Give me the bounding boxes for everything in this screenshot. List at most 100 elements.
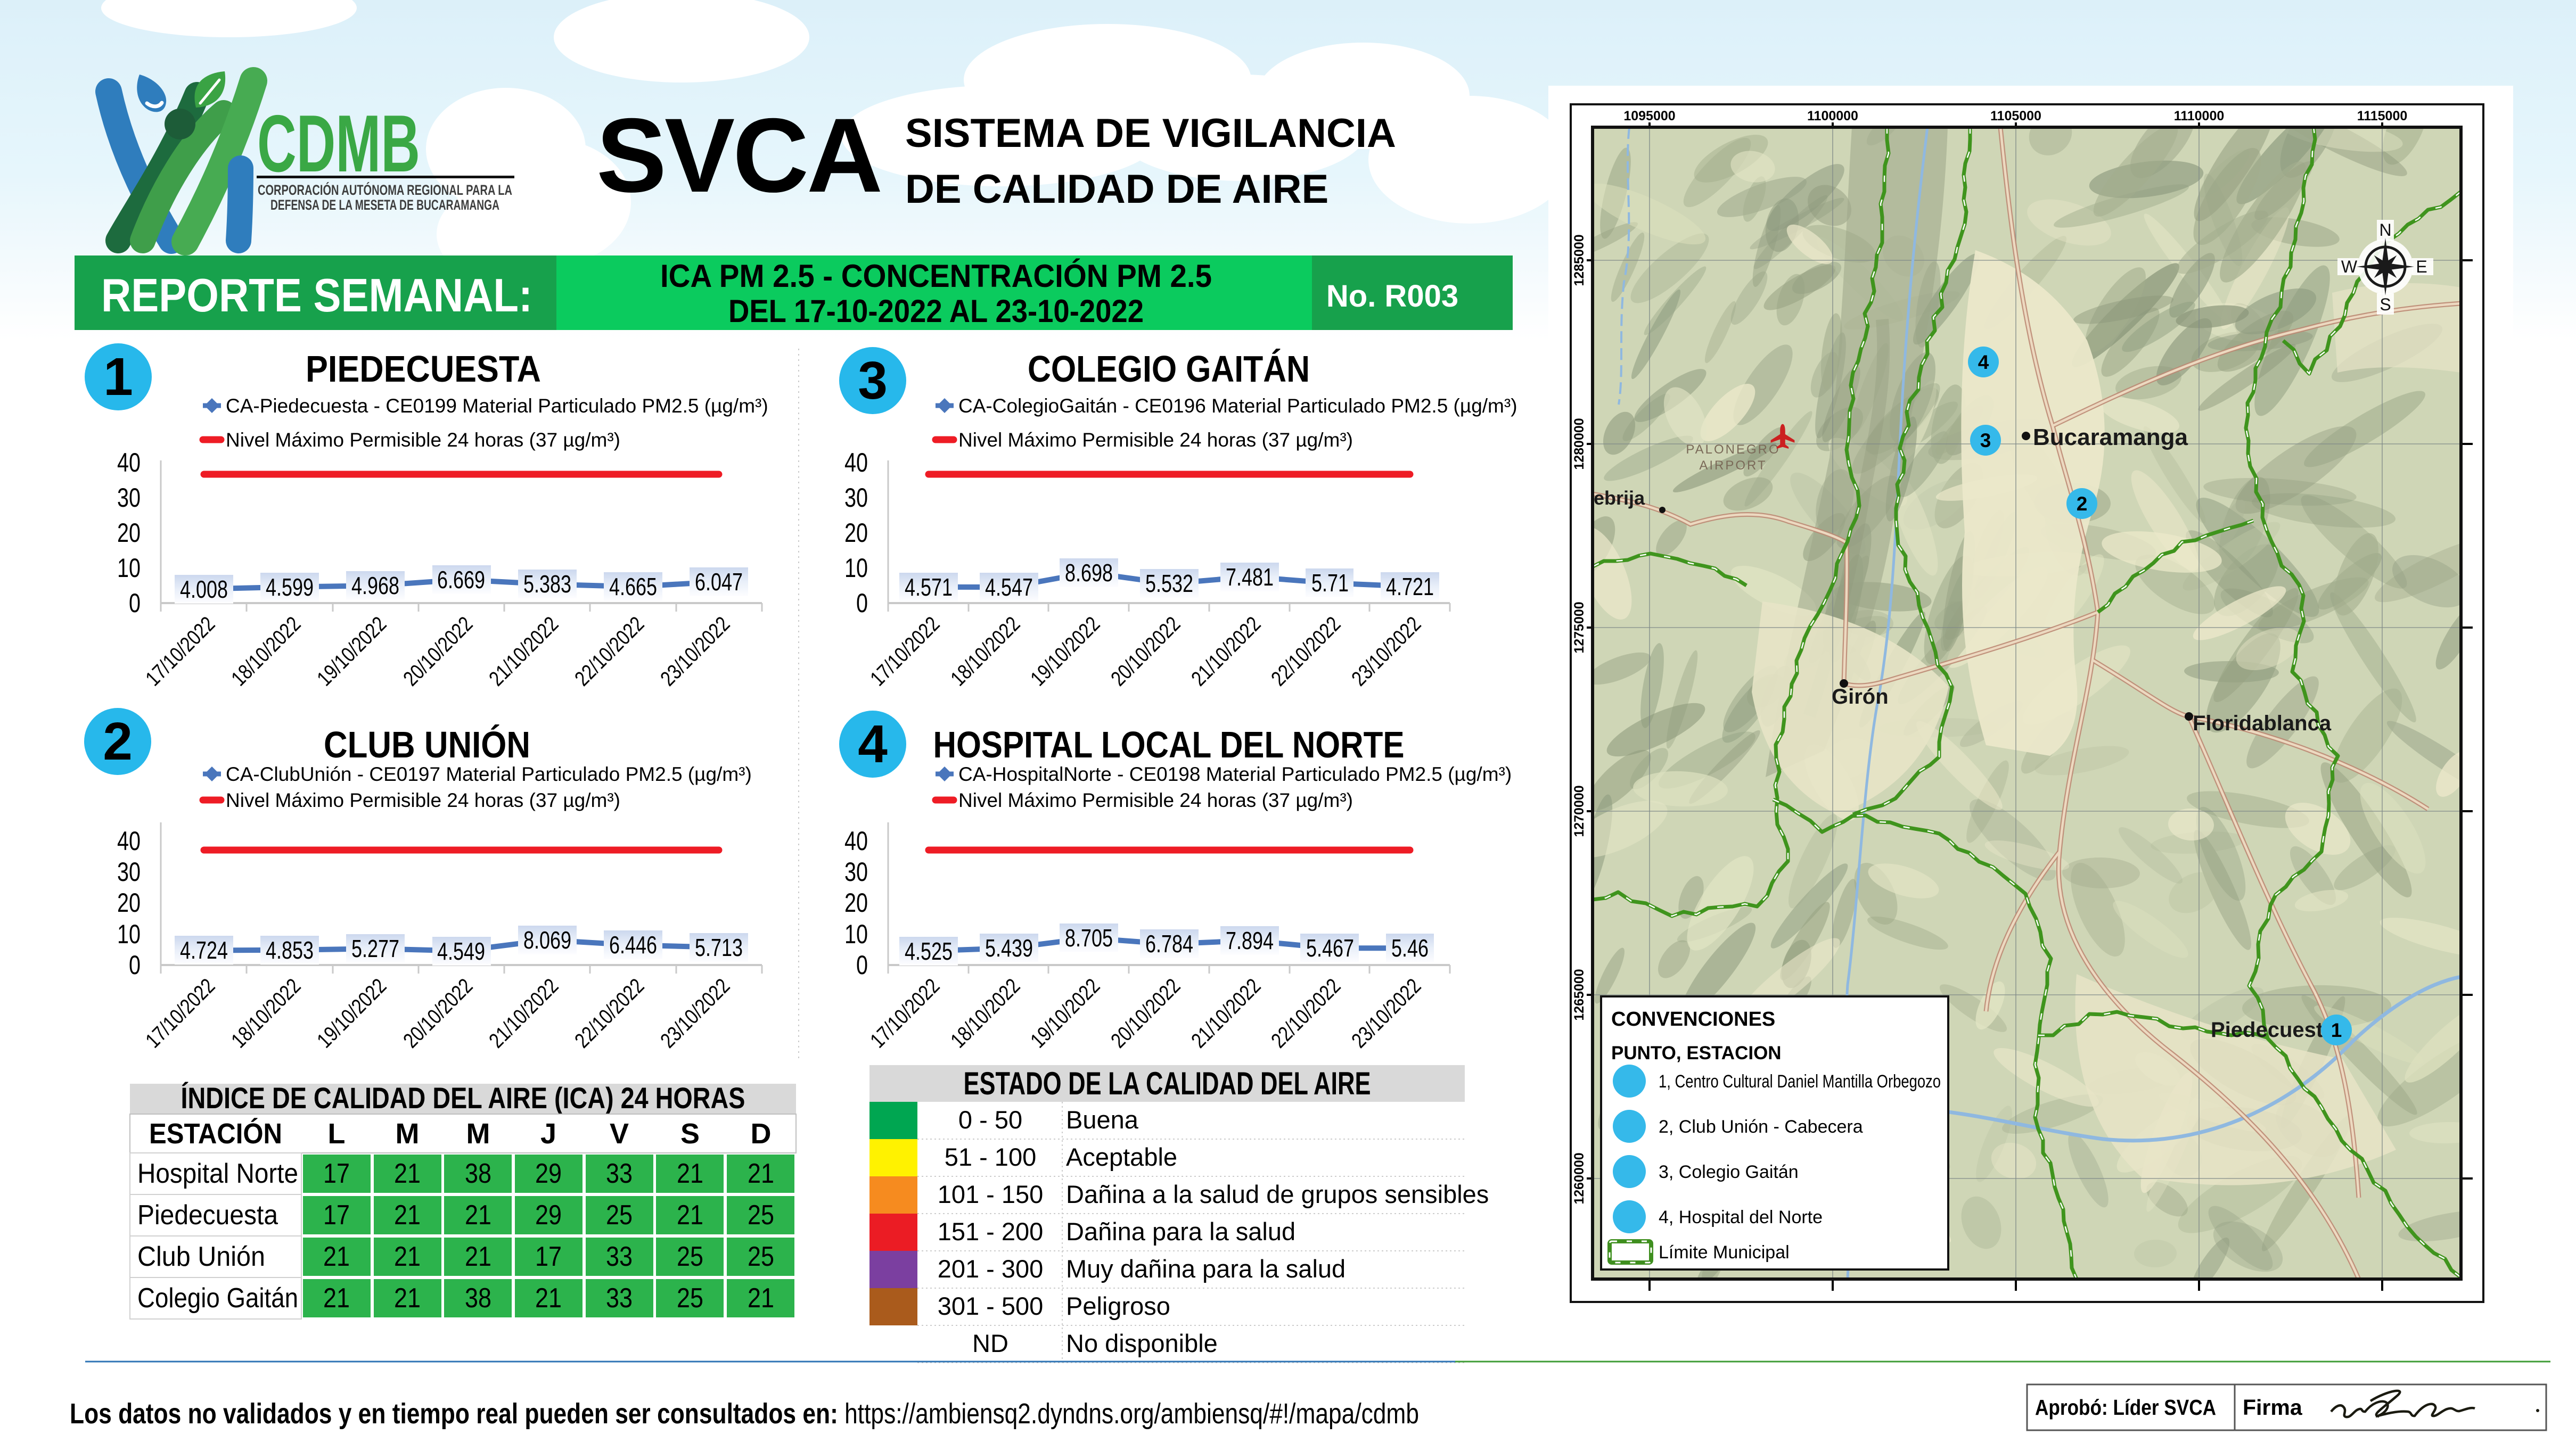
svg-text:40: 40: [844, 826, 868, 856]
svg-text:CDMB: CDMB: [257, 98, 420, 189]
svg-text:Colegio Gaitán: Colegio Gaitán: [137, 1283, 298, 1314]
svg-text:21: 21: [394, 1241, 421, 1272]
svg-text:29: 29: [535, 1158, 562, 1189]
svg-text:Peligroso: Peligroso: [1066, 1292, 1170, 1320]
svg-text:1095000: 1095000: [1623, 109, 1675, 123]
svg-text:3, Colegio Gaitán: 3, Colegio Gaitán: [1659, 1162, 1799, 1182]
svg-text:No disponible: No disponible: [1066, 1329, 1218, 1357]
svg-text:10: 10: [117, 919, 141, 949]
svg-text:6.446: 6.446: [609, 931, 657, 959]
svg-text:CA-ClubUnión - CE0197 Materia: CA-ClubUnión - CE0197 Material Particula…: [226, 763, 752, 785]
svg-text:40: 40: [117, 826, 141, 856]
svg-text:0 - 50: 0 - 50: [958, 1106, 1022, 1134]
svg-text:CLUB UNIÓN: CLUB UNIÓN: [324, 724, 530, 765]
svg-text:4.721: 4.721: [1386, 573, 1434, 600]
svg-text:4: 4: [1978, 351, 1989, 373]
svg-text:25: 25: [677, 1283, 703, 1314]
svg-text:0: 0: [856, 950, 868, 980]
svg-text:5.439: 5.439: [985, 934, 1033, 962]
svg-text:8.698: 8.698: [1065, 559, 1113, 587]
svg-text:V: V: [610, 1118, 629, 1150]
svg-text:S: S: [2380, 295, 2391, 314]
svg-text:4.968: 4.968: [351, 572, 399, 599]
svg-text:ND: ND: [972, 1329, 1008, 1357]
svg-text:No. R003: No. R003: [1326, 279, 1458, 314]
svg-text:Bucaramanga: Bucaramanga: [2033, 424, 2188, 450]
svg-text:CORPORACIÓN AUTÓNOMA REGIONAL: CORPORACIÓN AUTÓNOMA REGIONAL PARA LA: [258, 182, 512, 198]
svg-text:SVCA: SVCA: [596, 96, 881, 214]
svg-text:Nivel Máximo Permisible 24 hor: Nivel Máximo Permisible 24 horas (37 µg/…: [226, 789, 620, 811]
svg-text:HOSPITAL LOCAL DEL NORTE: HOSPITAL LOCAL DEL NORTE: [933, 724, 1405, 765]
svg-text:25: 25: [677, 1241, 703, 1272]
svg-text:20: 20: [117, 888, 141, 918]
svg-text:8.705: 8.705: [1065, 924, 1113, 952]
svg-text:Dañina a la salud de grupos se: Dañina a la salud de grupos sensibles: [1066, 1180, 1489, 1208]
svg-text:1285000: 1285000: [1572, 234, 1587, 286]
svg-text:4.724: 4.724: [180, 936, 228, 964]
svg-text:1260000: 1260000: [1572, 1152, 1587, 1204]
svg-text:7.894: 7.894: [1226, 927, 1274, 954]
svg-text:25: 25: [748, 1241, 774, 1272]
svg-text:3: 3: [858, 351, 888, 410]
svg-text:17: 17: [535, 1241, 562, 1272]
svg-text:ESTADO DE LA CALIDAD DEL AIRE: ESTADO DE LA CALIDAD DEL AIRE: [964, 1066, 1371, 1101]
svg-text:38: 38: [465, 1158, 491, 1189]
svg-text:N: N: [2379, 220, 2391, 240]
svg-text:CA-Piedecuesta - CE0199 Mater: CA-Piedecuesta - CE0199 Material Particu…: [226, 395, 768, 417]
svg-text:25: 25: [748, 1200, 774, 1231]
svg-text:51 - 100: 51 - 100: [945, 1143, 1036, 1171]
svg-text:Dañina para la salud: Dañina para la salud: [1066, 1217, 1295, 1246]
svg-text:40: 40: [844, 448, 868, 477]
svg-text:D: D: [751, 1118, 772, 1150]
svg-text:10: 10: [844, 553, 868, 583]
svg-text:301 - 500: 301 - 500: [938, 1292, 1044, 1320]
svg-text:CONVENCIONES: CONVENCIONES: [1611, 1008, 1775, 1030]
svg-text:J: J: [540, 1118, 556, 1150]
svg-text:4, Hospital del Norte: 4, Hospital del Norte: [1659, 1207, 1823, 1227]
svg-text:30: 30: [844, 857, 868, 887]
svg-text:AIRPORT: AIRPORT: [1699, 458, 1767, 473]
svg-text:M: M: [396, 1118, 420, 1150]
svg-text:Club Unión: Club Unión: [137, 1241, 265, 1272]
svg-text:6.669: 6.669: [437, 566, 485, 593]
svg-text:21: 21: [323, 1283, 350, 1314]
svg-text:1100000: 1100000: [1807, 109, 1858, 123]
svg-text:1: 1: [2331, 1019, 2342, 1041]
svg-text:3: 3: [1980, 430, 1991, 451]
svg-text:4.599: 4.599: [266, 573, 314, 601]
svg-text:1265000: 1265000: [1572, 969, 1587, 1020]
svg-text:5.383: 5.383: [523, 570, 571, 598]
svg-text:4.665: 4.665: [609, 573, 657, 600]
svg-text:Firma: Firma: [2243, 1395, 2303, 1420]
svg-text:1: 1: [103, 347, 133, 407]
svg-text:20: 20: [844, 518, 868, 548]
svg-text:DEFENSA DE LA MESETA DE BUCARA: DEFENSA DE LA MESETA DE BUCARAMANGA: [270, 197, 499, 213]
svg-text:L: L: [328, 1118, 346, 1150]
svg-text:25: 25: [606, 1200, 633, 1231]
svg-text:5.71: 5.71: [1311, 569, 1349, 597]
svg-text:21: 21: [677, 1200, 703, 1231]
svg-text:ebrija: ebrija: [1594, 487, 1645, 509]
svg-text:2, Club Unión - Cabecera: 2, Club Unión - Cabecera: [1659, 1117, 1863, 1137]
svg-text:30: 30: [117, 483, 141, 513]
svg-text:Aprobó: Líder SVCA: Aprobó: Líder SVCA: [2035, 1395, 2216, 1420]
svg-text:W: W: [2341, 257, 2358, 276]
svg-text:5.713: 5.713: [695, 934, 743, 961]
svg-text:PUNTO, ESTACION: PUNTO, ESTACION: [1611, 1043, 1782, 1063]
svg-text:REPORTE SEMANAL:: REPORTE SEMANAL:: [101, 269, 532, 321]
svg-text:20: 20: [117, 518, 141, 548]
svg-text:1270000: 1270000: [1572, 785, 1587, 837]
svg-text:33: 33: [606, 1241, 633, 1272]
svg-text:38: 38: [465, 1283, 491, 1314]
svg-text:Piedecuesta: Piedecuesta: [2211, 1018, 2335, 1042]
svg-text:DE CALIDAD DE AIRE: DE CALIDAD DE AIRE: [905, 167, 1328, 212]
svg-text:0: 0: [129, 950, 141, 980]
svg-text:Muy dañina para la salud: Muy dañina para la salud: [1066, 1255, 1346, 1283]
svg-text:8.069: 8.069: [523, 926, 571, 954]
svg-text:Girón: Girón: [1832, 685, 1889, 708]
svg-text:Nivel Máximo Permisible 24 hor: Nivel Máximo Permisible 24 horas (37 µg/…: [226, 429, 620, 451]
svg-text:5.46: 5.46: [1391, 934, 1429, 962]
svg-text:COLEGIO GAITÁN: COLEGIO GAITÁN: [1028, 348, 1310, 390]
svg-text:151 - 200: 151 - 200: [938, 1217, 1044, 1246]
svg-text:21: 21: [677, 1158, 703, 1189]
